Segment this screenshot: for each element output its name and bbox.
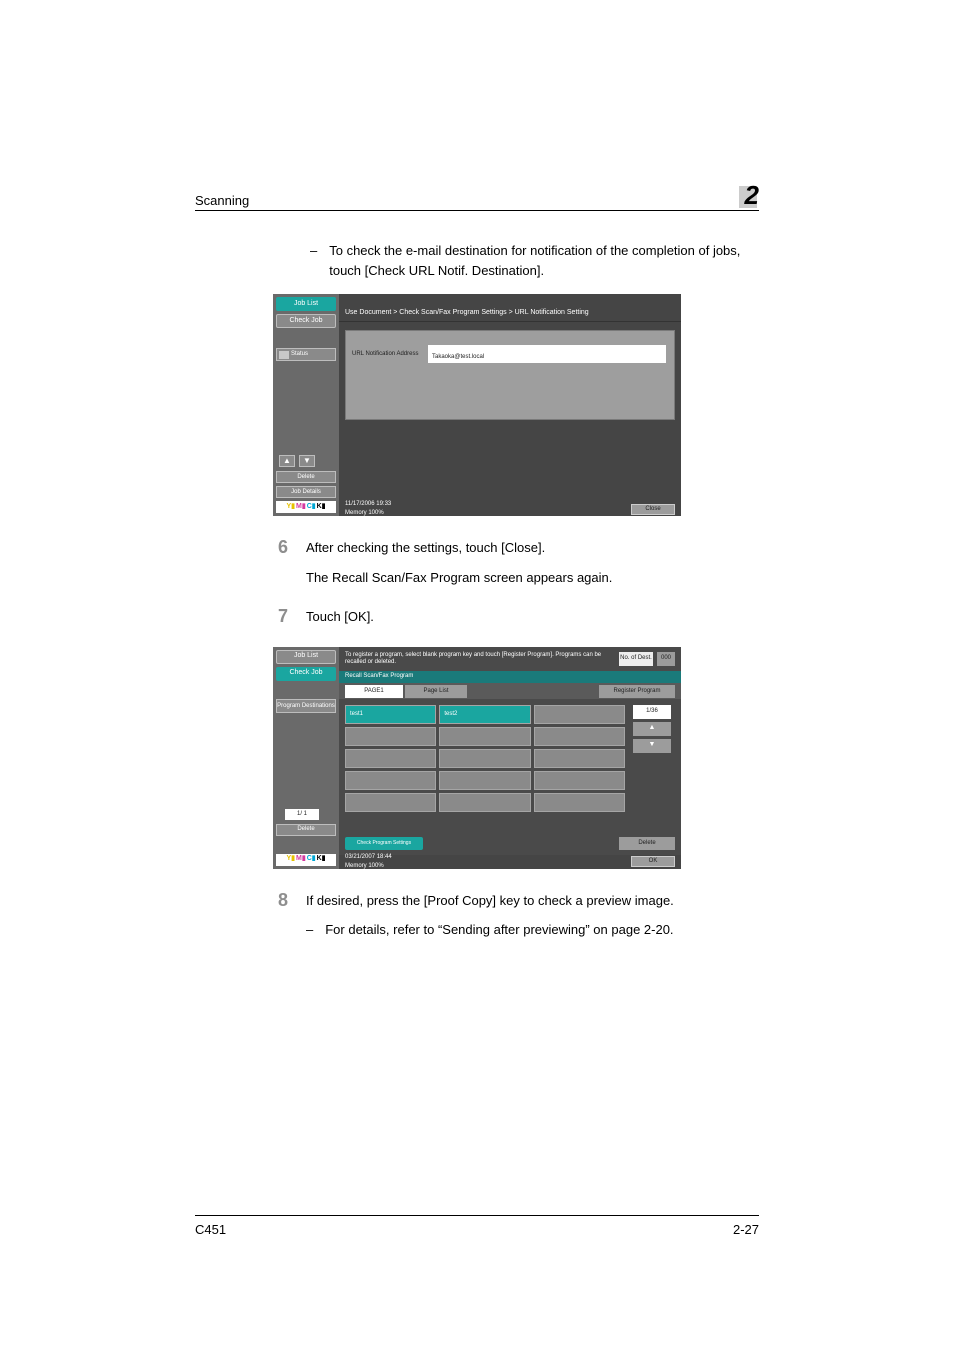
- program-cell[interactable]: [534, 705, 625, 724]
- close-button[interactable]: Close: [631, 504, 675, 515]
- status-datetime: 11/17/2006 19:33Memory 100%: [345, 500, 391, 518]
- step6-text2: The Recall Scan/Fax Program screen appea…: [306, 568, 759, 588]
- panel-label: URL Notification Address: [352, 351, 422, 358]
- program-cell[interactable]: [345, 793, 436, 812]
- job-details-button[interactable]: Job Details: [276, 486, 336, 498]
- dest-label: No. of Dest.: [619, 652, 653, 666]
- step8-sub: For details, refer to “Sending after pre…: [325, 920, 673, 940]
- toner-indicator: Y▮M▮C▮K▮: [276, 854, 336, 866]
- delete-button[interactable]: Delete: [276, 824, 336, 836]
- breadcrumb: Use Document > Check Scan/Fax Program Se…: [339, 294, 681, 322]
- step-number: 7: [270, 607, 288, 637]
- step7-text: Touch [OK].: [306, 607, 759, 627]
- chapter-badge: 2: [739, 180, 759, 208]
- status-button[interactable]: Status: [276, 348, 336, 361]
- intro-bullet: To check the e-mail destination for noti…: [329, 241, 759, 280]
- tab-job-list[interactable]: Job List: [276, 650, 336, 664]
- instruction-text: To register a program, select blank prog…: [345, 652, 619, 665]
- ok-button[interactable]: OK: [631, 856, 675, 867]
- arrow-up-icon[interactable]: ▲: [633, 722, 671, 736]
- screenshot-recall-program: Job List Check Job Program Destinations …: [273, 647, 681, 869]
- program-cell[interactable]: [345, 749, 436, 768]
- arrow-down-icon[interactable]: ▼: [299, 455, 315, 467]
- program-cell[interactable]: test2: [439, 705, 530, 724]
- step8-text: If desired, press the [Proof Copy] key t…: [306, 891, 759, 911]
- dest-count: 000: [657, 652, 675, 666]
- program-cell[interactable]: [534, 793, 625, 812]
- section-title: Scanning: [195, 193, 249, 208]
- page1-tab[interactable]: PAGE1: [345, 685, 403, 698]
- panel-title: Recall Scan/Fax Program: [339, 671, 681, 683]
- check-program-settings-button[interactable]: Check Program Settings: [345, 837, 423, 850]
- tab-check-job[interactable]: Check Job: [276, 314, 336, 328]
- program-cell[interactable]: [345, 771, 436, 790]
- program-destinations-button[interactable]: Program Destinations: [276, 699, 336, 713]
- register-program-button[interactable]: Register Program: [599, 685, 675, 698]
- status-datetime: 03/21/2007 18:44Memory 100%: [345, 853, 392, 871]
- grid-pager: 1/36: [633, 705, 671, 719]
- pager: 1/ 1: [285, 809, 319, 820]
- program-cell[interactable]: [534, 727, 625, 746]
- arrow-down-icon[interactable]: ▼: [633, 739, 671, 753]
- dash: –: [306, 920, 313, 940]
- tab-job-list[interactable]: Job List: [276, 297, 336, 311]
- footer-model: C451: [195, 1222, 226, 1237]
- panel-value: Takaoka@test.local: [432, 353, 484, 362]
- footer-page: 2-27: [733, 1222, 759, 1237]
- dash: –: [310, 241, 317, 280]
- step-number: 8: [270, 891, 288, 940]
- delete-button[interactable]: Delete: [276, 471, 336, 483]
- notification-panel: URL Notification Address Takaoka@test.lo…: [345, 330, 675, 420]
- delete-button[interactable]: Delete: [619, 837, 675, 850]
- program-cell[interactable]: [439, 749, 530, 768]
- tab-check-job[interactable]: Check Job: [276, 667, 336, 681]
- program-cell[interactable]: [439, 793, 530, 812]
- program-cell[interactable]: [345, 727, 436, 746]
- program-cell[interactable]: [439, 727, 530, 746]
- screenshot-url-notif: Job List Check Job Status ▲ ▼ Delete Job…: [273, 294, 681, 516]
- toner-indicator: Y▮M▮C▮K▮: [276, 501, 336, 513]
- step6-text1: After checking the settings, touch [Clos…: [306, 538, 759, 558]
- page-list-button[interactable]: Page List: [405, 685, 467, 698]
- arrow-up-icon[interactable]: ▲: [279, 455, 295, 467]
- program-cell[interactable]: [534, 749, 625, 768]
- program-cell[interactable]: [439, 771, 530, 790]
- step-number: 6: [270, 538, 288, 597]
- program-cell[interactable]: [534, 771, 625, 790]
- program-cell[interactable]: test1: [345, 705, 436, 724]
- program-grid: test1 test2: [345, 705, 625, 812]
